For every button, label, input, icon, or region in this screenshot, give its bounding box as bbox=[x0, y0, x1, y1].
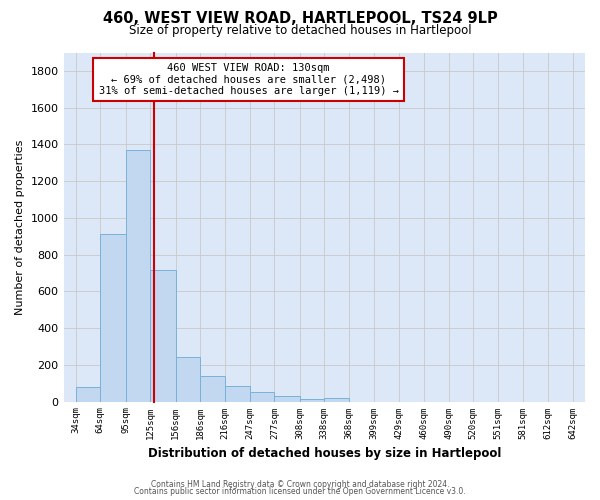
Bar bbox=[250, 392, 274, 402]
Text: Contains HM Land Registry data © Crown copyright and database right 2024.: Contains HM Land Registry data © Crown c… bbox=[151, 480, 449, 489]
Bar bbox=[100, 234, 125, 402]
Bar bbox=[76, 387, 100, 402]
Bar bbox=[200, 376, 224, 402]
Bar bbox=[274, 396, 300, 402]
Bar bbox=[300, 399, 324, 402]
Text: Size of property relative to detached houses in Hartlepool: Size of property relative to detached ho… bbox=[128, 24, 472, 37]
Y-axis label: Number of detached properties: Number of detached properties bbox=[15, 140, 25, 314]
Bar bbox=[176, 356, 200, 402]
Text: 460 WEST VIEW ROAD: 130sqm
← 69% of detached houses are smaller (2,498)
31% of s: 460 WEST VIEW ROAD: 130sqm ← 69% of deta… bbox=[98, 63, 398, 96]
Text: Contains public sector information licensed under the Open Government Licence v3: Contains public sector information licen… bbox=[134, 487, 466, 496]
X-axis label: Distribution of detached houses by size in Hartlepool: Distribution of detached houses by size … bbox=[148, 447, 501, 460]
Bar bbox=[224, 386, 250, 402]
Text: 460, WEST VIEW ROAD, HARTLEPOOL, TS24 9LP: 460, WEST VIEW ROAD, HARTLEPOOL, TS24 9L… bbox=[103, 11, 497, 26]
Bar bbox=[324, 398, 349, 402]
Bar bbox=[125, 150, 150, 402]
Bar bbox=[150, 270, 176, 402]
